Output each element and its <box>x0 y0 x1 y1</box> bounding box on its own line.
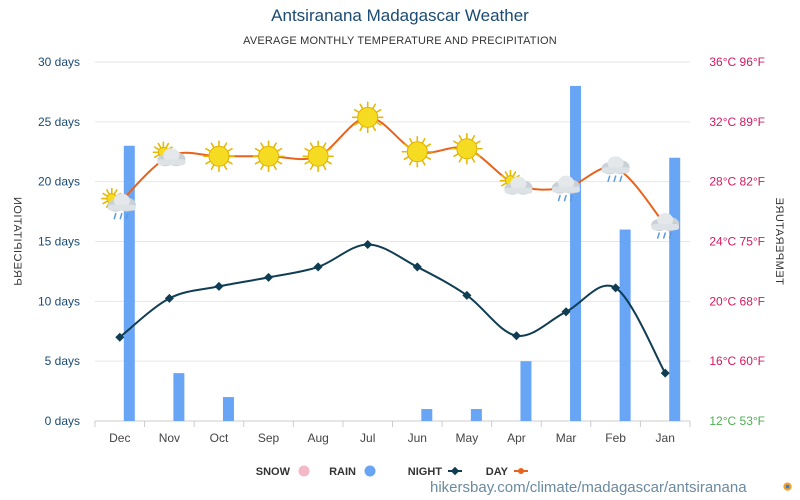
sun-cloud-icon <box>499 169 533 195</box>
rain-bar <box>421 409 433 421</box>
chart-title: Antsiranana Madagascar Weather <box>271 6 529 25</box>
source-link[interactable]: hikersbay.com/climate/madagascar/antsira… <box>430 479 747 496</box>
right-tick-label: 36°C 96°F <box>709 55 765 69</box>
rain-bar <box>123 145 135 421</box>
svg-text:PRECIPITATION: PRECIPITATION <box>11 196 23 285</box>
right-axis-title: TEMPERATURE <box>773 197 785 285</box>
cloud-rain-icon <box>651 213 680 239</box>
sun-icon <box>302 140 334 173</box>
x-tick-label: Aug <box>307 431 328 445</box>
sun-icon <box>351 101 384 134</box>
rain-bar <box>520 361 532 421</box>
x-tick-label: Jun <box>408 431 427 445</box>
map-pin-icon <box>783 482 792 491</box>
sun-cloud-rain-icon <box>100 187 136 220</box>
sun-icon <box>451 132 483 165</box>
left-tick-label: 25 days <box>38 115 80 129</box>
right-tick-label: 28°C 82°F <box>709 175 765 189</box>
sun-icon <box>203 140 235 173</box>
legend-night: NIGHT <box>408 466 462 478</box>
x-tick-label: Jan <box>656 431 675 445</box>
legend-snow: SNOW <box>256 465 310 478</box>
right-tick-label: 20°C 68°F <box>709 294 765 308</box>
svg-text:SNOW: SNOW <box>256 466 291 478</box>
sun-icon <box>252 140 285 173</box>
night-point <box>561 307 571 317</box>
night-point <box>611 283 621 293</box>
sun-icon <box>401 135 434 168</box>
legend-day: DAY <box>486 466 528 478</box>
night-point <box>660 368 670 378</box>
night-point <box>313 262 323 272</box>
rain-bar <box>570 85 582 421</box>
left-tick-label: 5 days <box>45 354 80 368</box>
day-line <box>119 116 666 226</box>
x-tick-label: May <box>456 431 479 445</box>
svg-text:RAIN: RAIN <box>329 466 356 478</box>
night-point <box>264 272 274 282</box>
x-tick-label: Mar <box>556 431 577 445</box>
x-tick-label: Dec <box>109 431 130 445</box>
x-tick-label: Feb <box>605 431 626 445</box>
night-point <box>214 281 224 291</box>
rain-bar <box>470 409 482 421</box>
rain-bar <box>222 397 234 421</box>
left-tick-label: 10 days <box>38 294 80 308</box>
x-tick-label: Nov <box>159 431 180 445</box>
night-point <box>164 293 174 303</box>
right-tick-label: 24°C 75°F <box>709 235 765 249</box>
svg-text:NIGHT: NIGHT <box>408 466 443 478</box>
night-line <box>119 243 667 374</box>
svg-text:TEMPERATURE: TEMPERATURE <box>773 197 785 285</box>
cloud-rain-icon <box>601 156 630 182</box>
x-tick-label: Jul <box>360 431 375 445</box>
rain-bar <box>173 373 185 421</box>
svg-text:DAY: DAY <box>486 466 509 478</box>
chart-subtitle: AVERAGE MONTHLY TEMPERATURE AND PRECIPIT… <box>243 35 557 47</box>
legend-rain: RAIN <box>329 465 376 478</box>
right-tick-label: 32°C 89°F <box>709 115 765 129</box>
x-tick-label: Sep <box>258 431 280 445</box>
sun-cloud-icon <box>152 141 186 167</box>
left-tick-label: 20 days <box>38 175 80 189</box>
left-tick-label: 15 days <box>38 235 80 249</box>
rain-bar <box>669 157 681 421</box>
left-axis-title: PRECIPITATION <box>11 196 23 285</box>
right-tick-label: 12°C 53°F <box>709 414 765 428</box>
left-tick-label: 0 days <box>45 414 80 428</box>
left-tick-label: 30 days <box>38 55 80 69</box>
rain-bar <box>619 229 631 421</box>
right-tick-label: 16°C 60°F <box>709 354 765 368</box>
x-tick-label: Apr <box>507 431 526 445</box>
night-point <box>511 331 521 341</box>
x-tick-label: Oct <box>210 431 229 445</box>
cloud-rain-icon <box>552 175 581 202</box>
night-point <box>412 262 422 272</box>
